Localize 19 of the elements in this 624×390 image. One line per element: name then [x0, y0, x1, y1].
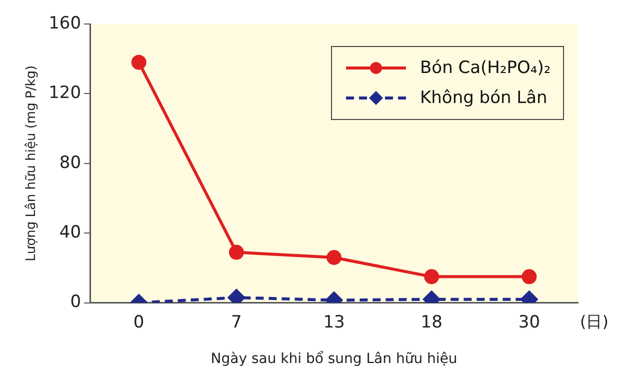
- legend-label: Không bón Lân: [420, 88, 548, 108]
- x-tick-label: 18: [420, 312, 442, 332]
- point: [131, 54, 146, 70]
- point: [228, 289, 245, 303]
- y-tick-label: 120: [48, 83, 82, 104]
- point: [326, 250, 342, 265]
- y-tick-label: 40: [59, 222, 82, 243]
- x-tick-label: 13: [323, 312, 345, 332]
- point: [228, 244, 244, 260]
- text: (日): [580, 312, 608, 333]
- x-tick-label: 7: [231, 312, 242, 332]
- y-tick-label: 0: [70, 292, 82, 312]
- y-tick-label: 80: [59, 152, 82, 173]
- legend-label: Bón Ca(H₂PO₄)₂: [420, 58, 551, 78]
- y-tick-label: 160: [48, 13, 82, 34]
- y-axis-title: Lượng Lân hữu hiệu (mg P/kg): [24, 65, 40, 262]
- x-tick-label: 0: [133, 312, 144, 332]
- x-axis-title: Ngày sau khi bổ sung Lân hữu hiệu: [210, 350, 458, 368]
- x-tick-label: 30: [518, 312, 540, 332]
